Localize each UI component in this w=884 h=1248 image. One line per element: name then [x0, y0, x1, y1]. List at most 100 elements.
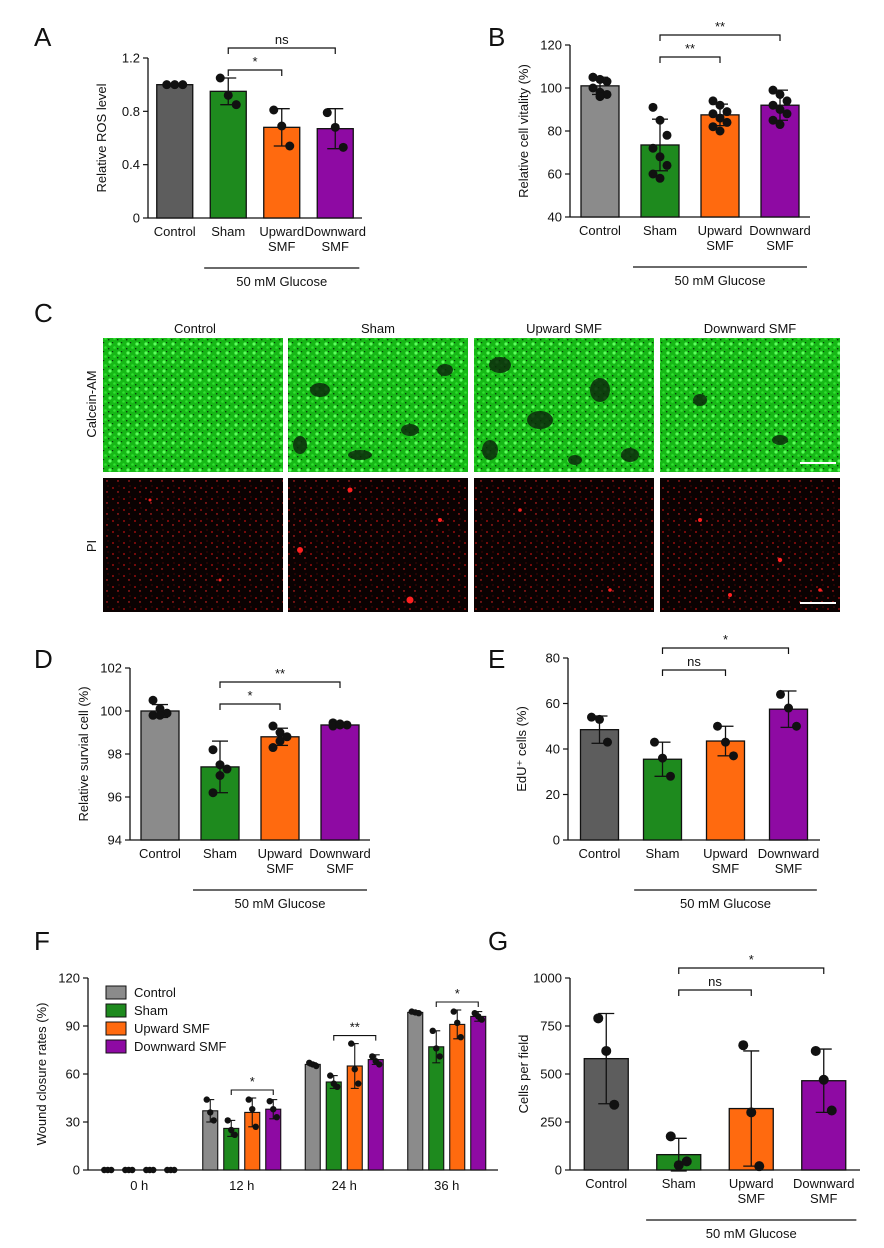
y-tick-label: 250	[540, 1115, 562, 1130]
data-point	[338, 142, 348, 152]
y-tick-label: 100	[540, 81, 562, 96]
significance-bracket	[659, 34, 781, 41]
bar-upward-smf	[449, 1023, 466, 1171]
y-tick-label: 0.8	[122, 104, 140, 119]
image-calcein-control	[103, 338, 283, 472]
significance-label: **	[685, 41, 695, 56]
microscopy-panel: Control Sham Upward SMF Downward SMF Cal…	[84, 321, 840, 612]
significance-bracket	[661, 647, 790, 654]
data-point	[282, 732, 292, 742]
x-tick-label: Upward	[259, 224, 304, 239]
x-tick-label: 12 h	[229, 1178, 254, 1193]
significance-bracket	[227, 69, 283, 76]
data-point	[602, 89, 612, 99]
chart-relative-ros-level: 0 0.4 0.8 1.2 Relative ROS level Control Sham U…	[94, 32, 366, 289]
data-point	[335, 720, 345, 730]
bar-downward-smf	[367, 1059, 384, 1171]
data-point	[208, 788, 218, 798]
data-point	[129, 1166, 136, 1174]
significance-label: *	[723, 632, 728, 647]
x-tick-label: SMF	[706, 238, 734, 253]
y-axis-label: Wound closure rates (%)	[34, 1003, 49, 1146]
data-point	[713, 721, 722, 731]
data-point	[208, 745, 218, 755]
y-tick-label: 40	[546, 742, 560, 757]
data-point	[178, 80, 188, 90]
y-tick-label: 80	[548, 124, 562, 139]
legend-swatch	[105, 1003, 127, 1018]
x-tick-label: Sham	[643, 223, 677, 238]
chart-cells-per-field: 0 250 500 750 1000 Cells per field Control Sham…	[516, 952, 860, 1241]
x-tick-label: Downward	[305, 224, 366, 239]
y-tick-label: 1.2	[122, 51, 140, 66]
data-point	[655, 115, 665, 125]
x-tick-label: Downward	[309, 846, 370, 861]
significance-bracket	[678, 989, 752, 996]
x-tick-label: Control	[139, 846, 181, 861]
significance-label: *	[252, 54, 257, 69]
significance-bracket	[333, 1035, 377, 1041]
significance-bracket	[230, 1089, 274, 1095]
y-tick-label: 20	[546, 787, 560, 802]
chart-relative-cell-vitality: 40 60 80 100 120 Relative cell vitality (%) Co…	[516, 19, 811, 288]
data-point	[609, 1099, 620, 1110]
scale-bar-calcein	[800, 462, 836, 464]
x-tick-label: SMF	[738, 1191, 766, 1206]
data-point	[429, 1027, 436, 1035]
data-point	[450, 1008, 457, 1015]
bar-sham	[325, 1081, 342, 1171]
group-label: 50 mM Glucose	[236, 274, 327, 289]
data-point	[768, 100, 778, 110]
data-point	[722, 107, 732, 117]
data-point	[673, 1160, 684, 1171]
scale-bar-pi	[800, 602, 836, 604]
data-point	[601, 1045, 612, 1056]
data-point	[708, 96, 718, 106]
data-point	[782, 109, 792, 119]
data-point	[222, 764, 232, 774]
bar-0	[140, 710, 180, 841]
x-tick-label: SMF	[775, 861, 803, 876]
data-point	[328, 721, 338, 731]
data-point	[327, 1072, 334, 1079]
x-tick-label: 24 h	[332, 1178, 357, 1193]
data-point	[595, 74, 605, 84]
data-point	[277, 121, 287, 131]
data-point	[665, 1131, 676, 1142]
data-point	[648, 143, 658, 153]
data-point	[658, 753, 667, 763]
y-tick-label: 0.4	[122, 157, 140, 172]
data-point	[268, 721, 278, 731]
x-tick-label: Downward	[793, 1176, 854, 1191]
significance-label: ns	[708, 974, 722, 989]
y-tick-label: 0	[133, 211, 140, 226]
significance-label: ns	[687, 654, 701, 669]
panel-letter-b: B	[488, 22, 505, 52]
chart-wound-closure-rates: 0 30 60 90 120 Wound closure rates (%) 0 h 12 h…	[34, 971, 498, 1193]
microscopy-row-pi: PI	[84, 540, 99, 552]
data-point	[775, 105, 785, 114]
data-point	[588, 72, 598, 82]
data-point	[330, 122, 340, 132]
data-point	[715, 100, 725, 110]
microscopy-column-control: Control	[174, 321, 216, 336]
significance-bracket	[678, 967, 825, 974]
data-point	[224, 1117, 231, 1124]
data-point	[436, 1053, 443, 1060]
y-tick-label: 94	[108, 833, 122, 848]
y-tick-label: 60	[66, 1067, 80, 1082]
x-tick-label: Sham	[662, 1176, 696, 1191]
data-point	[162, 80, 172, 90]
significance-label: *	[455, 986, 460, 1001]
y-tick-label: 500	[540, 1067, 562, 1082]
y-axis-label: Relative survial cell (%)	[76, 686, 91, 821]
data-point	[768, 85, 778, 95]
x-tick-label: Sham	[211, 224, 245, 239]
y-tick-label: 96	[108, 790, 122, 805]
data-point	[334, 1083, 341, 1091]
y-tick-label: 60	[546, 696, 560, 711]
data-point	[738, 1040, 749, 1051]
data-point	[155, 710, 165, 720]
x-tick-label: SMF	[268, 239, 296, 254]
